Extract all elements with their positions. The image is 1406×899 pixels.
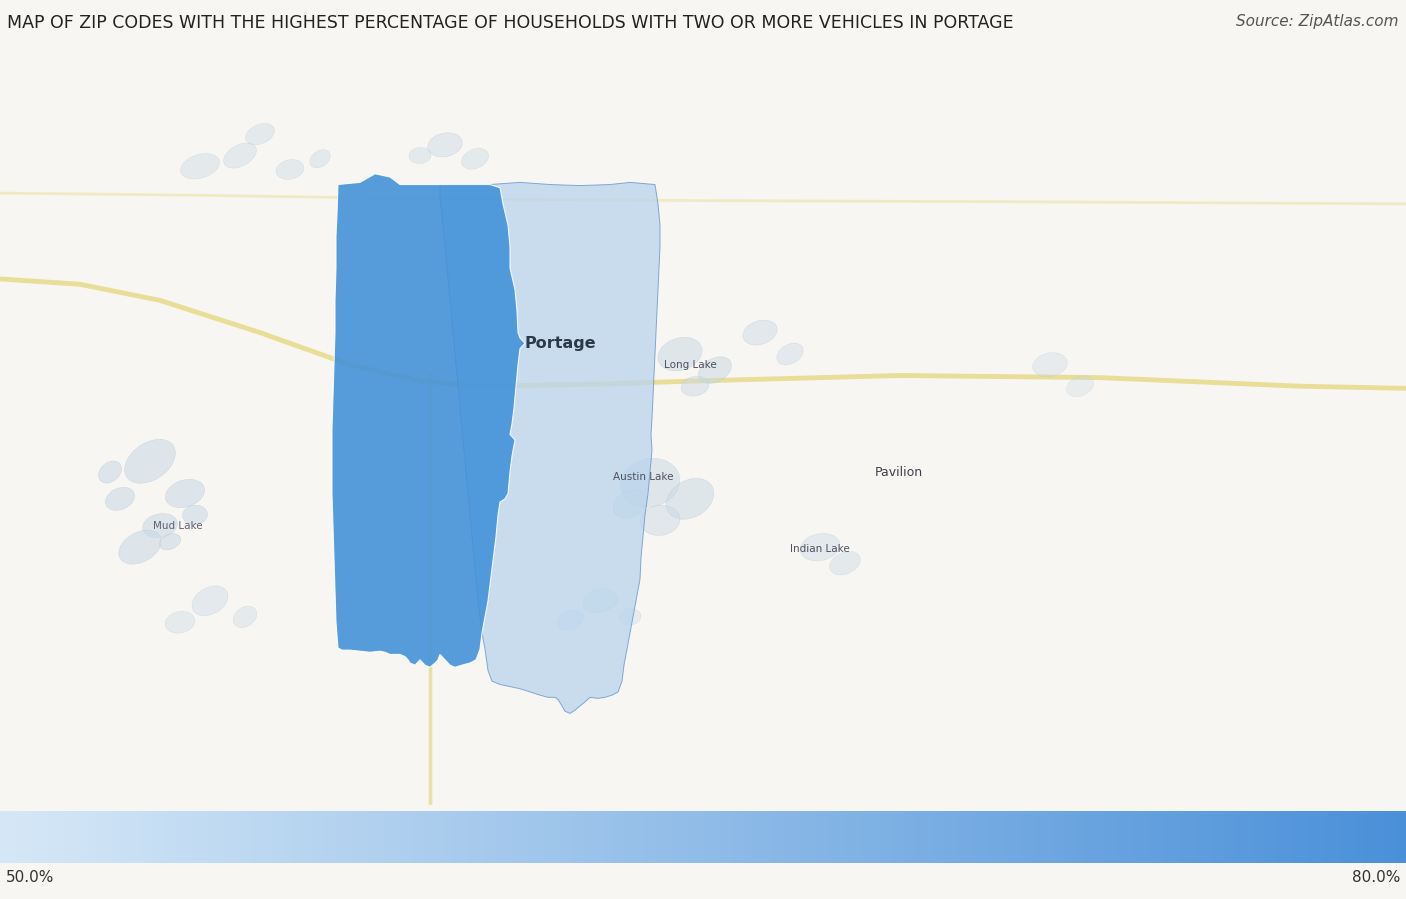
Ellipse shape	[699, 357, 731, 384]
Ellipse shape	[742, 320, 778, 345]
Ellipse shape	[658, 337, 702, 370]
Ellipse shape	[166, 479, 205, 508]
Ellipse shape	[613, 490, 647, 519]
Ellipse shape	[224, 143, 256, 168]
Ellipse shape	[681, 377, 709, 396]
Polygon shape	[440, 182, 659, 714]
Text: MAP OF ZIP CODES WITH THE HIGHEST PERCENTAGE OF HOUSEHOLDS WITH TWO OR MORE VEHI: MAP OF ZIP CODES WITH THE HIGHEST PERCEN…	[7, 14, 1014, 32]
Ellipse shape	[461, 148, 488, 169]
Ellipse shape	[409, 147, 432, 164]
Ellipse shape	[640, 505, 681, 536]
Text: Indian Lake: Indian Lake	[790, 544, 849, 555]
Ellipse shape	[776, 343, 803, 365]
Polygon shape	[332, 174, 524, 667]
Ellipse shape	[666, 478, 714, 520]
Ellipse shape	[98, 461, 121, 483]
Ellipse shape	[276, 160, 304, 180]
Ellipse shape	[800, 533, 839, 561]
Ellipse shape	[830, 552, 860, 574]
Text: Pavilion: Pavilion	[875, 466, 924, 478]
Ellipse shape	[619, 609, 641, 625]
Text: Portage: Portage	[524, 336, 596, 351]
Ellipse shape	[159, 534, 180, 550]
Ellipse shape	[193, 586, 228, 616]
Ellipse shape	[183, 505, 208, 525]
Ellipse shape	[142, 513, 177, 538]
Text: Mud Lake: Mud Lake	[153, 521, 202, 530]
Ellipse shape	[180, 154, 219, 179]
Ellipse shape	[165, 611, 195, 633]
Ellipse shape	[246, 123, 274, 145]
Ellipse shape	[557, 610, 583, 630]
Ellipse shape	[233, 606, 257, 628]
Text: 80.0%: 80.0%	[1353, 870, 1400, 886]
Ellipse shape	[118, 530, 162, 565]
Ellipse shape	[427, 133, 463, 157]
Text: Source: ZipAtlas.com: Source: ZipAtlas.com	[1236, 14, 1399, 30]
Ellipse shape	[105, 487, 135, 511]
Ellipse shape	[125, 440, 176, 484]
Ellipse shape	[582, 589, 617, 613]
Ellipse shape	[620, 458, 681, 507]
Text: Austin Lake: Austin Lake	[613, 472, 673, 483]
Ellipse shape	[1032, 352, 1067, 377]
Text: Long Lake: Long Lake	[664, 360, 717, 369]
Ellipse shape	[1067, 376, 1094, 396]
Ellipse shape	[309, 149, 330, 168]
Text: 50.0%: 50.0%	[6, 870, 53, 886]
